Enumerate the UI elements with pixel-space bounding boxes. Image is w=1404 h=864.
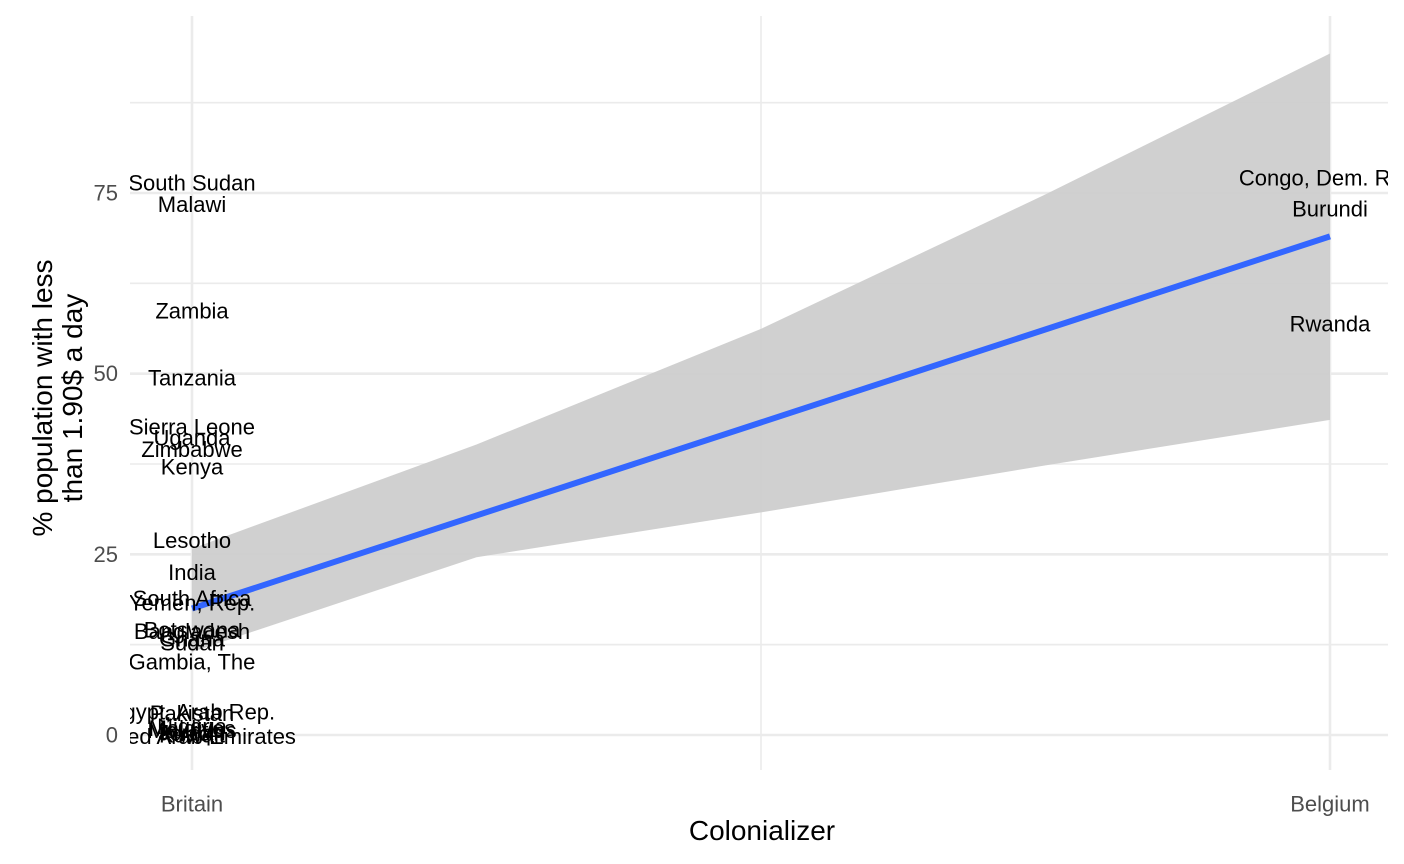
point-label: Congo, Dem. Rep.	[1239, 165, 1404, 190]
point-label: Rwanda	[1290, 311, 1371, 336]
smooth-line	[191, 233, 1331, 612]
y-axis-title-line: % population with less	[27, 259, 58, 536]
y-axis-title: % population with lessthan 1.90$ a day	[27, 259, 88, 536]
y-tick-label: 75	[94, 181, 118, 206]
point-label: South Sudan	[128, 170, 255, 195]
point-label: Maldives	[149, 716, 236, 741]
point-label: Iraq	[173, 721, 211, 746]
point-label: Yemen, Rep.	[129, 590, 255, 615]
point-label: Zimbabwe	[141, 437, 242, 462]
point-label: Lesotho	[153, 528, 231, 553]
point-label: Mauritius	[147, 718, 236, 743]
y-axis-title-line: than 1.90$ a day	[57, 294, 88, 503]
point-label: Ghana	[159, 626, 226, 651]
point-label: Sierra Leone	[129, 415, 255, 440]
y-tick-label: 50	[94, 361, 118, 386]
point-label: South Africa	[133, 586, 252, 611]
confidence-band	[192, 53, 1330, 652]
x-axis-title: Colonializer	[689, 815, 835, 846]
point-label: India	[168, 560, 216, 585]
point-label: Nigeria	[157, 714, 227, 739]
point-label: Kuwait	[159, 723, 225, 748]
point-label: Uganda	[153, 425, 231, 450]
point-label: Gambia, The	[129, 650, 256, 675]
point-label: Zambia	[155, 298, 229, 323]
point-label: Tanzania	[148, 366, 237, 391]
x-tick-label: Britain	[161, 792, 223, 817]
point-label: Burundi	[1292, 196, 1368, 221]
point-label: Botswana	[144, 618, 241, 643]
x-axis-ticks: Britain Belgium	[161, 792, 1370, 817]
point-label: Egypt, Arab Rep.	[109, 699, 275, 724]
point-label: Kenya	[161, 454, 224, 479]
y-tick-label: 25	[94, 542, 118, 567]
point-label: Bangladesh	[134, 619, 250, 644]
point-label: Malawi	[158, 192, 226, 217]
point-label: Jordan	[158, 720, 225, 745]
confidence-band-area	[192, 53, 1330, 652]
x-tick-label: Belgium	[1290, 792, 1369, 817]
y-axis-ticks: 0 25 50 75	[94, 181, 118, 748]
trend-line	[191, 233, 1331, 612]
point-label: United Arab Emirates	[88, 724, 296, 749]
point-label: Sudan	[160, 631, 224, 656]
y-tick-label: 0	[106, 723, 118, 748]
point-label: Pakistan	[150, 701, 234, 726]
